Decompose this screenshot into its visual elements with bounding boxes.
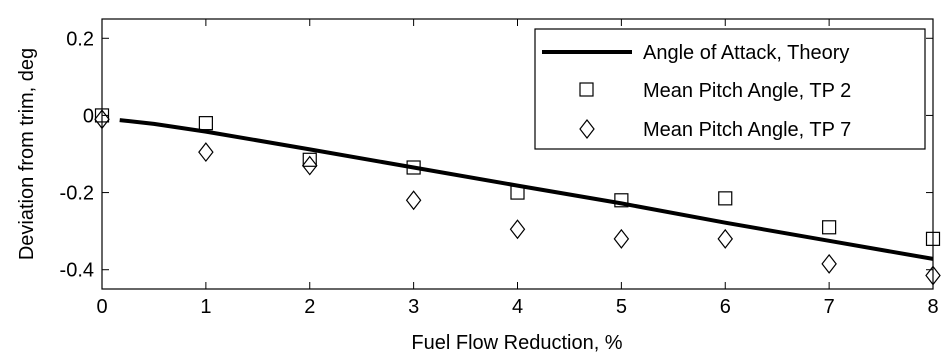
legend-marker-tp2: [579, 82, 594, 97]
data-point-tp2: [94, 108, 110, 123]
y-tick-label: -0.2: [60, 183, 94, 205]
data-point-tp2: [614, 193, 629, 208]
x-tick-label: 0: [96, 296, 107, 318]
legend-label-tp7: Mean Pitch Angle, TP 7: [643, 119, 851, 141]
x-tick-label: 4: [512, 296, 523, 318]
data-point-tp2: [406, 160, 421, 175]
data-point-tp7: [925, 265, 941, 286]
y-axis-label: Deviation from trim, deg: [16, 48, 38, 260]
x-tick-label: 5: [616, 296, 627, 318]
data-point-tp7: [301, 155, 318, 176]
legend-box: [534, 28, 926, 150]
data-point-tp2: [822, 220, 837, 235]
legend-label-theory: Angle of Attack, Theory: [643, 42, 849, 64]
y-tick-label: 0.2: [66, 28, 94, 50]
legend-label-tp2: Mean Pitch Angle, TP 2: [643, 80, 851, 102]
data-point-tp7: [198, 142, 214, 163]
x-tick-label: 8: [927, 296, 938, 318]
data-point-tp7: [717, 228, 734, 249]
x-tick-label: 3: [408, 296, 419, 318]
x-tick-label: 6: [720, 296, 731, 318]
data-point-tp2: [198, 116, 213, 131]
x-axis-label: Fuel Flow Reduction, %: [411, 332, 622, 354]
data-point-tp7: [509, 219, 526, 240]
data-point-tp7: [94, 109, 110, 130]
legend-marker-tp7: [579, 119, 595, 139]
x-tick-label: 7: [824, 296, 835, 318]
x-tick-label: 1: [200, 296, 211, 318]
x-tick-label: 2: [304, 296, 315, 318]
legend: Angle of Attack, Theory Mean Pitch Angle…: [534, 28, 926, 150]
data-point-tp7: [821, 253, 837, 274]
series-line-theory: [119, 118, 934, 261]
y-tick-label: -0.4: [60, 260, 94, 282]
data-point-tp2: [925, 231, 941, 246]
series-layer: [94, 108, 941, 286]
x-axis: 0 1 2 3 4 5 6 7 8: [96, 19, 939, 318]
data-point-tp2: [718, 191, 733, 206]
data-point-tp2: [510, 185, 525, 200]
y-tick-label: 0: [83, 105, 94, 127]
data-point-tp7: [405, 190, 422, 211]
y-axis: 0.2 0 -0.2 -0.4: [60, 28, 933, 282]
data-point-tp7: [613, 228, 630, 249]
data-point-tp2: [302, 152, 317, 167]
